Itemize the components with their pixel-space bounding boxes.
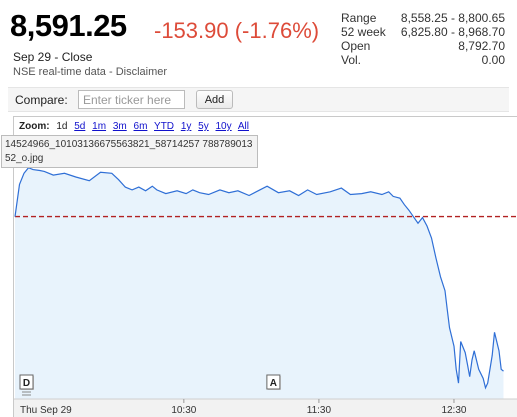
add-ticker-button[interactable]: Add [196,90,233,109]
data-source-line: NSE real-time data - Disclaimer [13,66,168,78]
price-value: 8,591.25 [10,8,127,43]
filename-tooltip: 14524966_10103136675563821_58714257 7887… [1,135,258,168]
stat-row-volume: Vol. 0.00 [341,53,505,67]
zoom-option-10y[interactable]: 10y [215,121,232,132]
x-tick-label: 12:30 [441,405,466,416]
x-tick-label: 10:30 [171,405,196,416]
zoom-option-3m[interactable]: 3m [112,121,127,132]
chart-frame: Thu Sep 29 10:30 11:30 12:30 D A Zoom: 1d 5d … [13,116,517,417]
price-change: -153.90 (-1.76%) [154,18,320,43]
compare-label: Compare: [15,93,68,107]
flag-letter: A [270,378,277,389]
price-area-fill [15,167,504,399]
tooltip-text: 14524966_10103136675563821_58714257 7887… [5,139,253,164]
stat-label: 52 week [341,25,386,39]
x-axis-strip [14,399,517,417]
stats-table: Range 8,558.25 - 8,800.65 52 week 6,825.… [341,11,505,67]
flag-letter: D [23,378,30,389]
flag-box [19,374,34,390]
price-line [14,166,504,390]
stat-value: 6,825.80 - 8,968.70 [400,25,505,39]
zoom-option-ytd[interactable]: YTD [154,121,175,132]
zoom-label: Zoom: [19,121,50,132]
stat-row-range: Range 8,558.25 - 8,800.65 [341,11,505,25]
stat-value: 0.00 [481,53,505,67]
stat-row-52-week: 52 week 6,825.80 - 8,968.70 [341,25,505,39]
stat-label: Open [341,39,371,53]
zoom-option-1d[interactable]: 1d [56,121,68,132]
x-tick-label: 11:30 [307,405,332,416]
quote-date-status: Sep 29 - Close [13,50,93,64]
stat-value: 8,558.25 - 8,800.65 [400,11,505,25]
ticker-input[interactable] [78,90,185,109]
zoom-option-6m[interactable]: 6m [133,121,148,132]
news-flag-icon[interactable]: A [266,374,281,390]
stat-value: 8,792.70 [458,39,505,53]
zoom-option-1y[interactable]: 1y [180,121,192,132]
stat-label: Range [341,11,377,25]
compare-bar: Compare: Add [8,87,509,112]
x-tick-label: Thu Sep 29 [20,405,72,416]
flag-box [266,374,281,390]
zoom-option-5d[interactable]: 5d [74,121,86,132]
zoom-option-all[interactable]: All [237,121,249,132]
zoom-option-1m[interactable]: 1m [92,121,107,132]
zoom-bar: Zoom: 1d 5d 1m 3m 6m YTD 1y 5y 10y All [19,121,253,132]
stat-row-open: Open 8,792.70 [341,39,505,53]
stat-label: Vol. [341,53,362,67]
zoom-option-5y[interactable]: 5y [198,121,209,132]
price-chart[interactable]: Thu Sep 29 10:30 11:30 12:30 D A [14,117,517,417]
news-flag-icon[interactable]: D [19,374,34,396]
